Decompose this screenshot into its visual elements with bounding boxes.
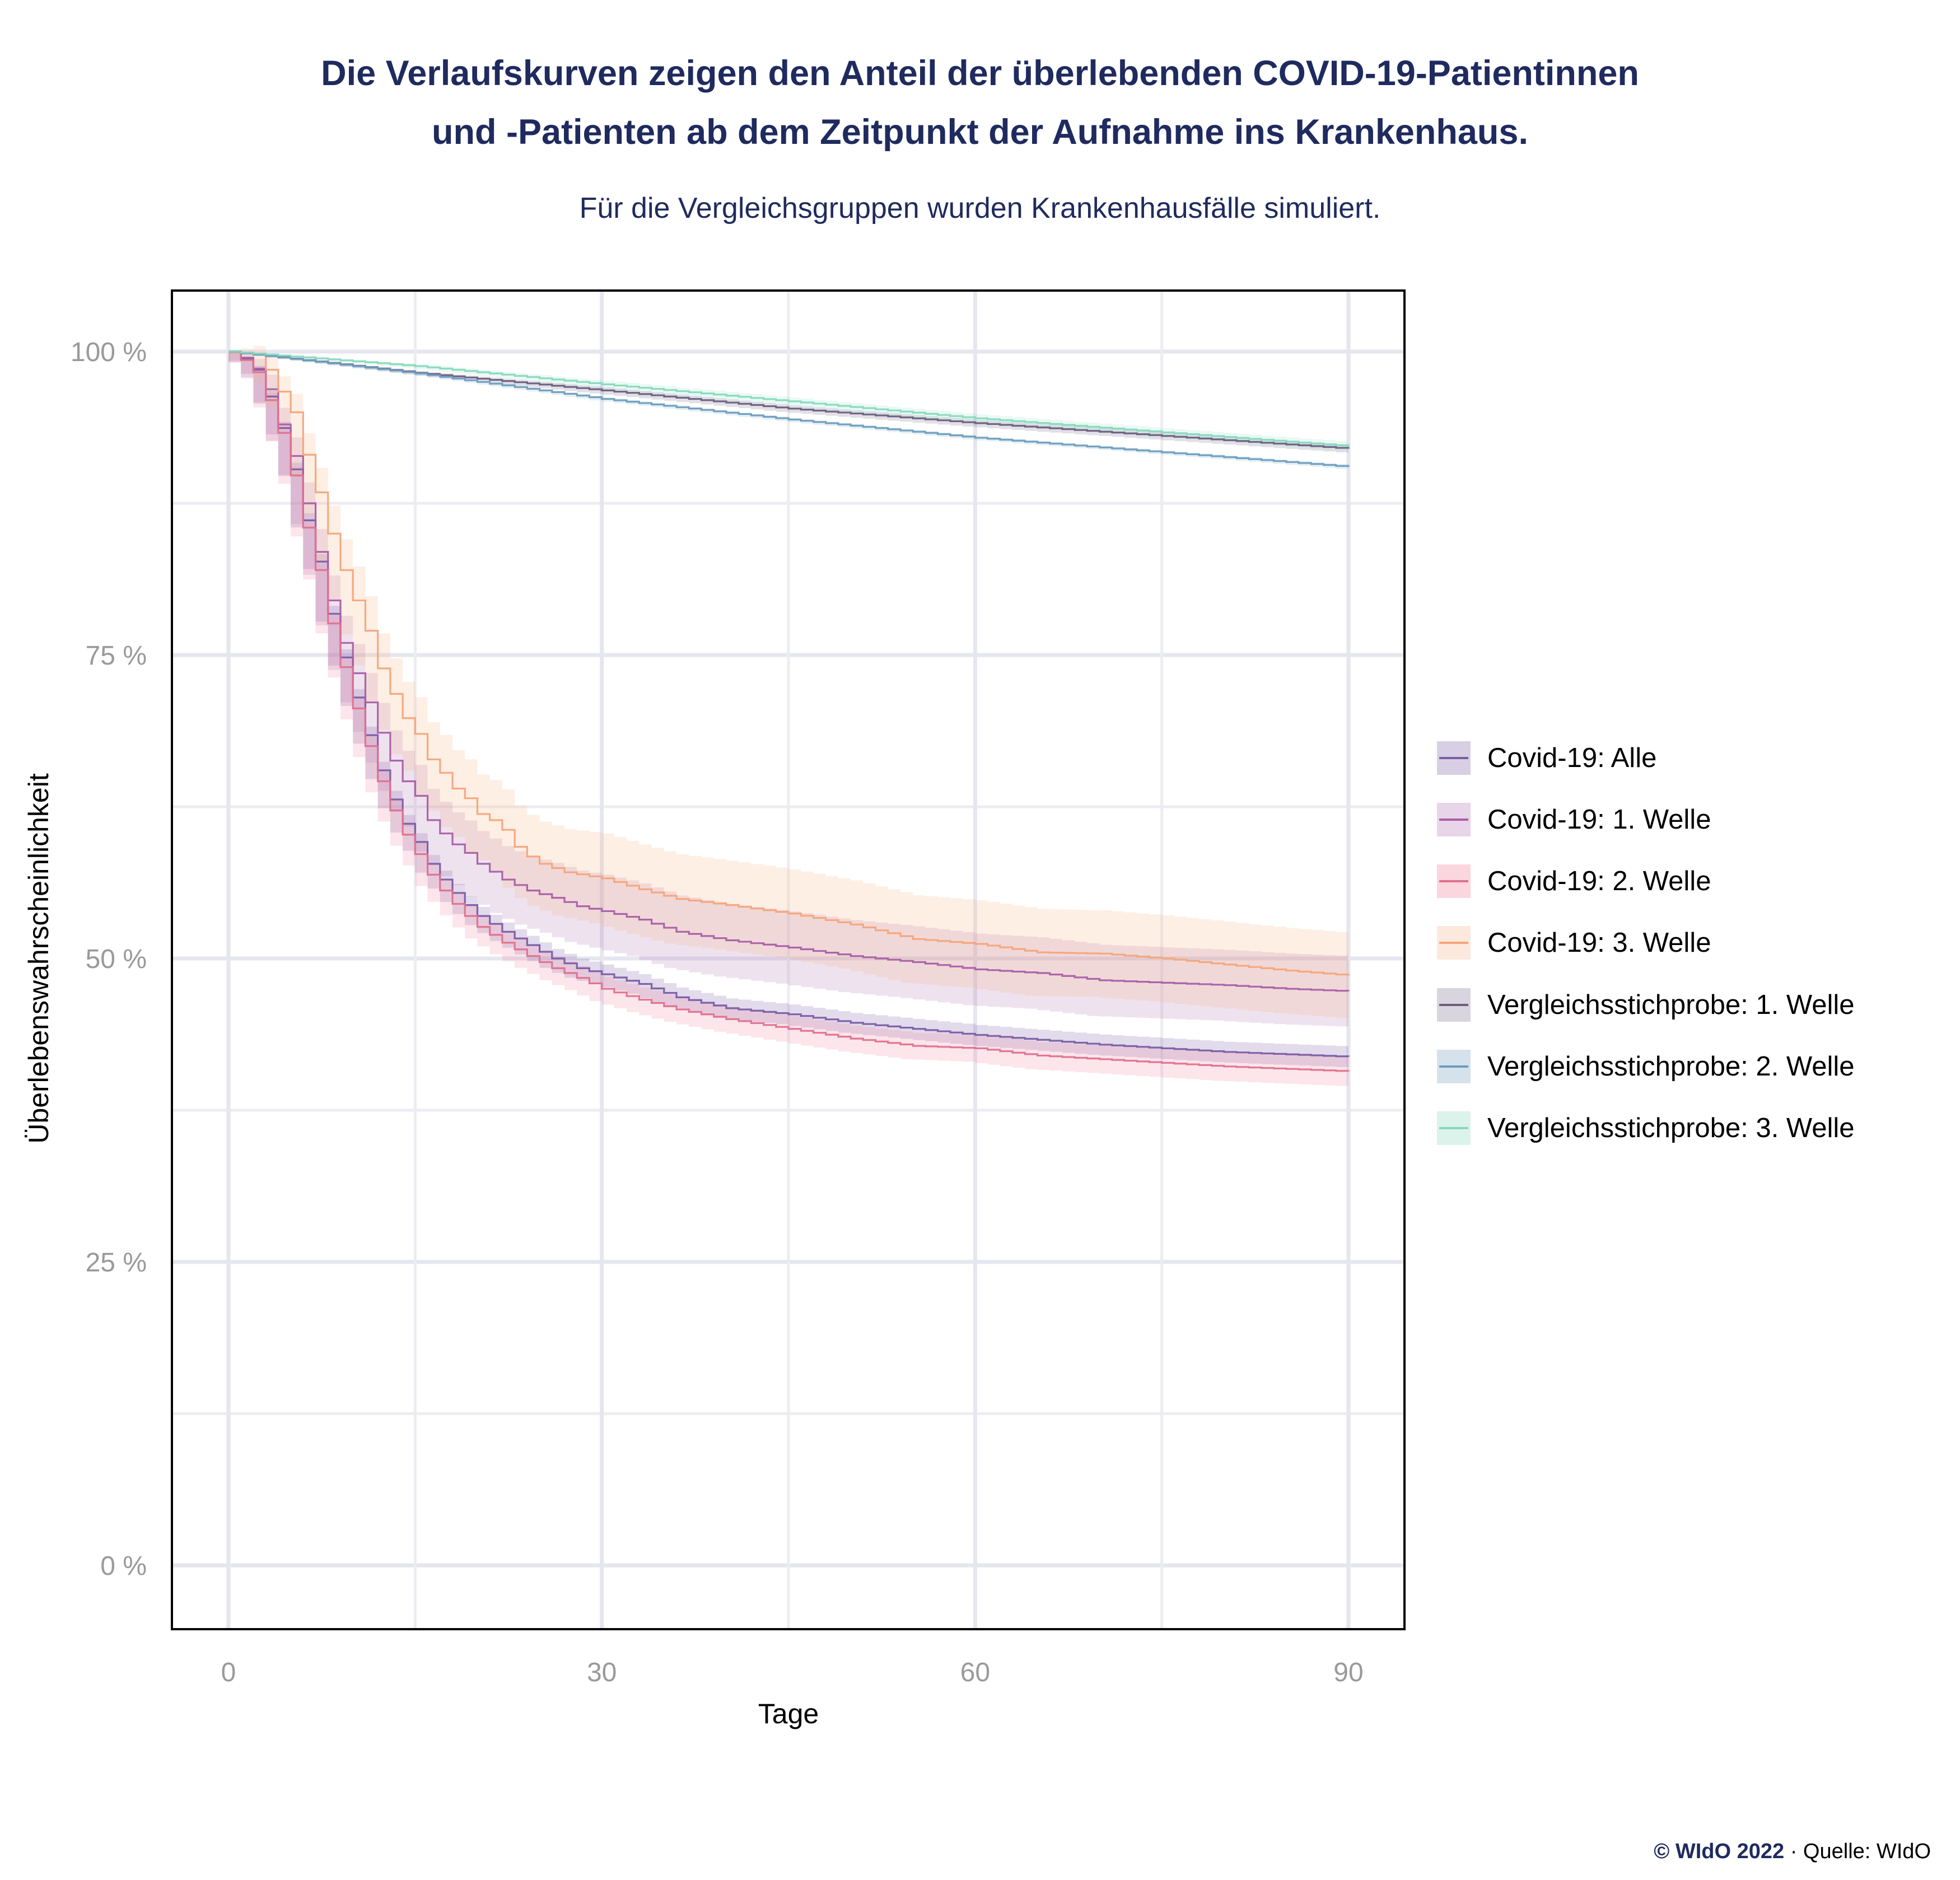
legend-item-covid-welle-2: Covid-19: 2. Welle	[1437, 864, 1960, 899]
legend-item-vergleich-welle-2: Vergleichsstichprobe: 2. Welle	[1437, 1049, 1960, 1084]
y-tick-label: 0 %	[100, 1551, 147, 1581]
subtitle: Für die Vergleichsgruppen wurden Kranken…	[579, 192, 1381, 225]
y-tick-label: 50 %	[86, 944, 147, 974]
x-tick-label: 30	[587, 1658, 617, 1687]
x-axis-ticks: 0 30 60 90	[221, 1658, 1364, 1687]
legend-key-covid-welle-3	[1437, 926, 1471, 960]
footer-separator: ·	[1784, 1840, 1803, 1863]
line-covid-19-1-welle	[228, 350, 1350, 992]
legend-label: Vergleichsstichprobe: 2. Welle	[1487, 1051, 1855, 1082]
legend-line-icon	[1439, 1004, 1468, 1006]
legend-key-vergleich-welle-3	[1437, 1111, 1471, 1145]
legend-item-covid-welle-3: Covid-19: 3. Welle	[1437, 925, 1960, 960]
legend-line-icon	[1439, 1127, 1468, 1129]
legend-key-covid-alle	[1437, 741, 1471, 775]
source: Quelle: WIdO	[1803, 1840, 1931, 1863]
line-covid-19-2-welle	[228, 350, 1350, 1072]
legend-key-covid-welle-2	[1437, 864, 1471, 898]
x-axis-title: Tage	[758, 1698, 819, 1729]
title-line-2: und -Patienten ab dem Zeitpunkt der Aufn…	[432, 113, 1528, 152]
grid	[173, 292, 1403, 1628]
legend-line-icon	[1439, 819, 1468, 821]
y-axis-ticks: 0 % 25 % 50 % 75 % 100 %	[71, 338, 147, 1581]
legend-label: Vergleichsstichprobe: 3. Welle	[1487, 1113, 1855, 1143]
legend-line-icon	[1439, 1065, 1468, 1068]
copyright: © WIdO 2022	[1654, 1840, 1785, 1863]
legend-label: Covid-19: Alle	[1487, 743, 1657, 773]
legend-line-icon	[1439, 942, 1468, 944]
line-covid-19-3-welle	[228, 350, 1350, 976]
x-tick-label: 90	[1333, 1658, 1363, 1687]
line-vergleichsstichprobe-3-welle	[228, 350, 1350, 447]
x-tick-label: 0	[221, 1658, 236, 1687]
legend-line-icon	[1439, 880, 1468, 882]
y-tick-label: 25 %	[86, 1248, 147, 1278]
band-covid-19-3-welle	[228, 345, 1348, 1018]
band-vergleichsstichprobe-1-welle	[228, 352, 1348, 452]
legend-key-covid-welle-1	[1437, 803, 1471, 836]
legend-key-vergleich-welle-1	[1437, 988, 1471, 1022]
legend-item-vergleich-welle-1: Vergleichsstichprobe: 1. Welle	[1437, 988, 1960, 1022]
title-line-1: Die Verlaufskurven zeigen den Anteil der…	[321, 54, 1639, 93]
legend-item-vergleich-welle-3: Vergleichsstichprobe: 3. Welle	[1437, 1111, 1960, 1145]
y-tick-label: 100 %	[71, 338, 147, 367]
legend-label: Covid-19: 1. Welle	[1487, 805, 1711, 835]
survival-lines	[228, 350, 1350, 1072]
panel-border	[171, 289, 1406, 1630]
y-tick-label: 75 %	[86, 641, 147, 671]
legend-item-covid-welle-1: Covid-19: 1. Welle	[1437, 802, 1960, 837]
y-axis-title: Überlebenswahrscheinlichkeit	[23, 773, 54, 1144]
legend-key-vergleich-welle-2	[1437, 1050, 1471, 1083]
legend-line-icon	[1439, 757, 1468, 759]
footer-credit: © WIdO 2022 · Quelle: WIdO	[1654, 1840, 1931, 1864]
legend-item-covid-alle: Covid-19: Alle	[1437, 741, 1960, 775]
x-tick-label: 60	[960, 1658, 990, 1687]
line-vergleichsstichprobe-2-welle	[228, 350, 1350, 467]
legend-label: Covid-19: 3. Welle	[1487, 928, 1711, 958]
legend-label: Vergleichsstichprobe: 1. Welle	[1487, 990, 1855, 1020]
legend-label: Covid-19: 2. Welle	[1487, 866, 1711, 896]
band-covid-19-1-welle	[228, 352, 1348, 1027]
